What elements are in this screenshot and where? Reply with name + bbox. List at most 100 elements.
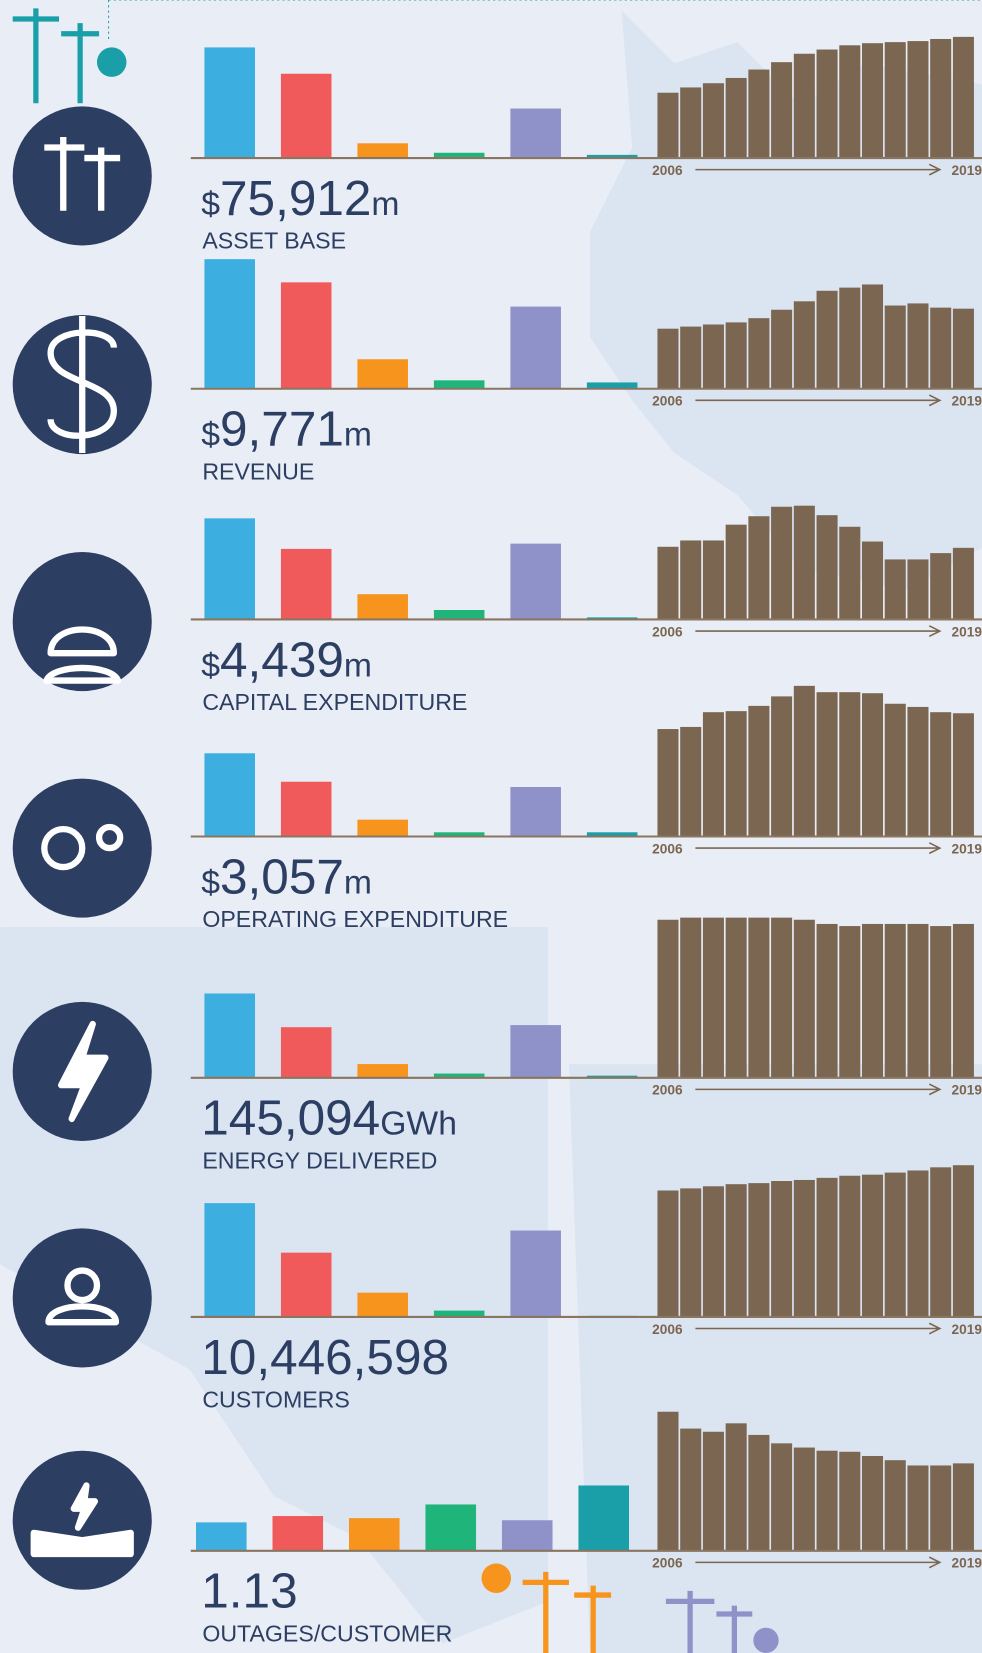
icon (45, 1267, 120, 1326)
headline-prefix: $ (201, 416, 220, 454)
x-tick-label: 2019 (951, 841, 982, 856)
headline-value: 1.13 (201, 1564, 297, 1619)
headline-value: 10,446,598 (201, 1330, 449, 1385)
trend-bar (907, 706, 929, 837)
trend-bar (771, 506, 793, 620)
comparison-bar (280, 73, 332, 159)
trend-bar (839, 692, 861, 837)
trend-bar (771, 62, 793, 159)
trend-bar (680, 540, 702, 620)
headline-label: OUTAGES/CUSTOMER (202, 1620, 452, 1646)
trend-bar (907, 923, 929, 1078)
comparison-bar (433, 1310, 485, 1317)
trend-bar (657, 546, 679, 620)
trend-bar (725, 524, 747, 620)
dot (96, 47, 127, 77)
trend-bar (884, 1460, 906, 1551)
icon (30, 1482, 134, 1558)
trend-bar (884, 923, 906, 1078)
trend-bar (680, 917, 702, 1078)
trend-bar (861, 43, 884, 159)
pole-decoration (522, 1571, 612, 1653)
trend-bar (793, 919, 815, 1078)
trend-bar (907, 41, 929, 159)
trend-bar (839, 526, 861, 620)
icon-circle (12, 552, 152, 692)
trend-bar (930, 307, 952, 389)
headline-number: 4,439 (220, 632, 344, 687)
comparison-bar (510, 1025, 561, 1078)
trend-bar (793, 301, 815, 389)
trend-bar (771, 696, 793, 837)
trend-bar (930, 926, 952, 1078)
comparison-bar (586, 154, 638, 159)
headline-number: 1.13 (201, 1564, 297, 1619)
trend-bar (748, 516, 770, 620)
trend-bar (725, 1423, 747, 1551)
headline-value: $9,771m (201, 402, 372, 457)
trend-bar (861, 541, 884, 620)
comparison-bar (196, 1522, 247, 1551)
headline-number: 9,771 (220, 402, 344, 457)
comparison-bar (272, 1516, 324, 1551)
trend-bar (702, 324, 724, 389)
trend-bar (952, 1463, 974, 1551)
headline-prefix: $ (201, 863, 220, 901)
trend-bar (930, 38, 952, 159)
comparison-bar (348, 1518, 400, 1551)
trend-bar (816, 923, 838, 1078)
comparison-bar (433, 152, 485, 159)
headline-prefix: $ (201, 185, 220, 223)
trend-bar (930, 553, 952, 620)
comparison-bar (204, 753, 256, 837)
headline-number: 145,094 (201, 1091, 380, 1146)
trend-bar (771, 309, 793, 389)
trend-bar (657, 328, 679, 389)
comparison-bar (204, 1203, 256, 1317)
trend-bar (702, 712, 724, 837)
trend-bar (884, 305, 906, 389)
trend-bar (771, 1443, 793, 1551)
icon (47, 316, 117, 454)
trend-bar (861, 284, 884, 389)
trend-bar (907, 303, 929, 389)
trend-bar (748, 1183, 770, 1317)
x-tick-label: 2006 (652, 624, 683, 639)
comparison-bar (280, 1252, 332, 1317)
year-arrow (695, 163, 942, 176)
trend-bar (884, 703, 906, 837)
trend-bar (702, 1186, 724, 1317)
year-arrow (695, 625, 942, 638)
trend-bar (748, 1434, 770, 1551)
trend-bar (930, 1465, 952, 1551)
trend-bar (725, 1184, 747, 1317)
trend-bar (816, 1450, 838, 1551)
x-tick-label: 2006 (652, 1322, 683, 1337)
headline-unit: m (344, 863, 372, 901)
pole-decoration (665, 1590, 753, 1653)
year-arrow (695, 1556, 942, 1569)
comparison-bar (357, 359, 408, 389)
icon (41, 823, 124, 871)
year-arrow (695, 1322, 942, 1335)
headline-value: $4,439m (201, 632, 372, 687)
trend-bar (884, 42, 906, 159)
trend-bar (907, 1170, 929, 1317)
headline-label: CAPITAL EXPENDITURE (202, 689, 467, 715)
icon (43, 626, 122, 684)
comparison-bar (510, 543, 561, 620)
headline-number: 10,446,598 (201, 1330, 449, 1385)
comparison-bar (578, 1485, 630, 1551)
x-tick-label: 2019 (951, 624, 982, 639)
trend-bar (725, 711, 747, 837)
dotted-connector (108, 0, 982, 43)
trend-bar (702, 540, 724, 620)
trend-bar (793, 1447, 815, 1551)
trend-bar (725, 77, 747, 159)
trend-bar (657, 1411, 679, 1551)
comparison-bar (433, 380, 485, 389)
trend-bar (952, 36, 974, 159)
trend-bar (839, 1451, 861, 1551)
comparison-bar (357, 1064, 408, 1078)
